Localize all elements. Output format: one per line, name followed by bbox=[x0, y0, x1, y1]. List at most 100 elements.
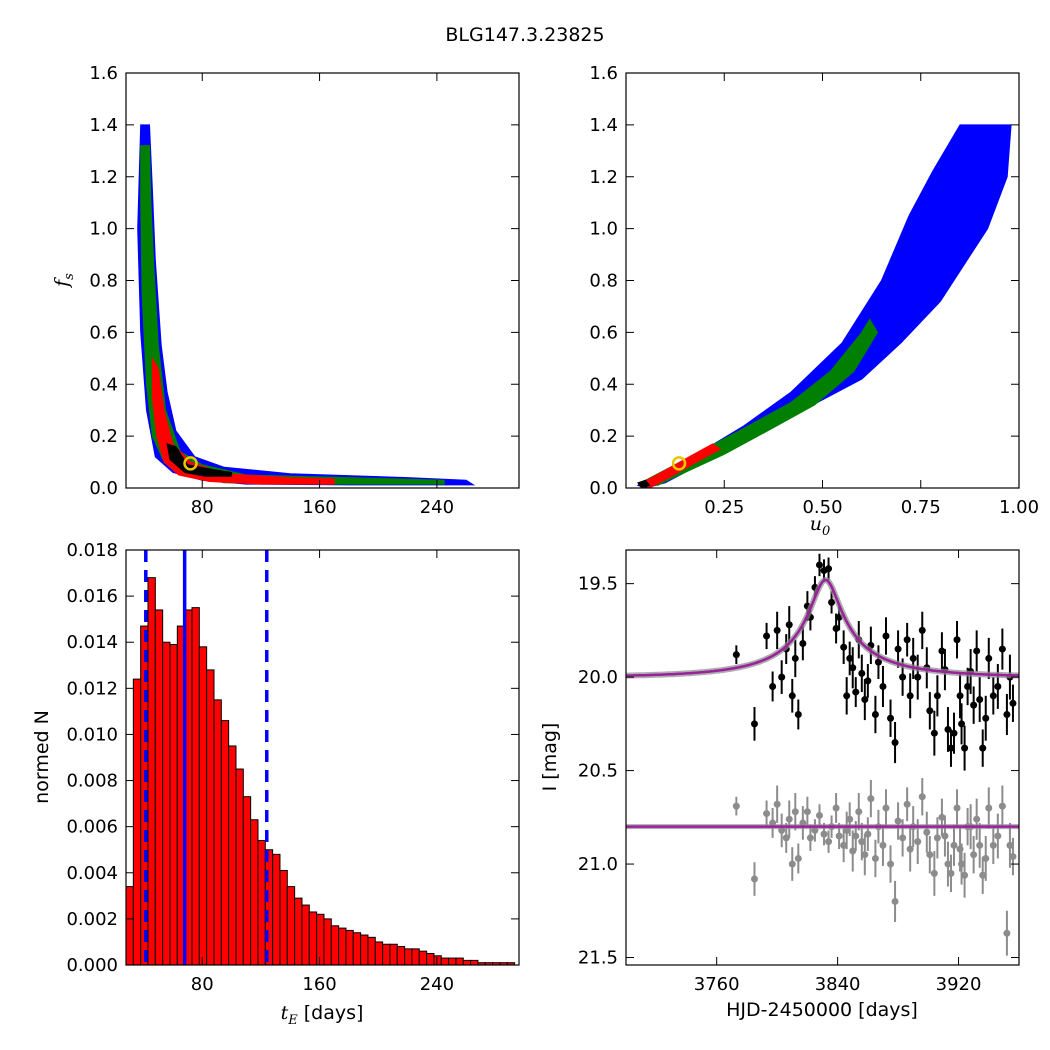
x-tick-label: 80 bbox=[191, 974, 214, 995]
y-tick-label: 0.2 bbox=[589, 426, 618, 447]
data-point bbox=[953, 636, 961, 644]
y-tick-label: 20.5 bbox=[578, 761, 618, 782]
x-tick-label: 3840 bbox=[815, 974, 861, 995]
histogram-bar bbox=[323, 918, 332, 966]
histogram-bar bbox=[330, 925, 340, 966]
data-point bbox=[891, 739, 899, 747]
histogram-bar bbox=[132, 678, 142, 966]
data-point bbox=[982, 854, 990, 862]
data-point bbox=[891, 897, 899, 905]
histogram-bar bbox=[345, 929, 354, 966]
histogram-bar bbox=[367, 936, 376, 966]
data-point bbox=[849, 847, 857, 855]
data-point bbox=[785, 621, 793, 629]
data-point bbox=[918, 793, 926, 801]
y-tick-label: 0.2 bbox=[89, 426, 118, 447]
data-point bbox=[864, 830, 872, 838]
y-tick-label: 0.000 bbox=[66, 955, 118, 976]
y-tick-label: 0.4 bbox=[89, 374, 118, 395]
data-series bbox=[732, 553, 1017, 771]
histogram-bar bbox=[338, 927, 347, 966]
data-point bbox=[989, 841, 997, 849]
y-axis-label: normed N bbox=[31, 710, 53, 804]
histogram-bar bbox=[242, 796, 252, 966]
y-axis-label: fs bbox=[51, 273, 77, 289]
data-point bbox=[899, 673, 907, 681]
y-tick-label: 1.6 bbox=[89, 63, 118, 84]
histogram-bar bbox=[374, 941, 384, 966]
histogram-bar bbox=[250, 819, 259, 966]
histogram-bar bbox=[316, 913, 325, 966]
histogram-bar bbox=[470, 959, 479, 966]
histogram-bar bbox=[301, 904, 310, 966]
x-tick-label: 80 bbox=[191, 497, 214, 518]
data-point bbox=[782, 834, 790, 842]
data-point bbox=[763, 810, 771, 818]
y-tick-label: 1.4 bbox=[89, 115, 118, 136]
plot-area bbox=[626, 553, 1019, 956]
data-point bbox=[994, 682, 1002, 690]
data-point bbox=[852, 832, 860, 840]
axes-frame bbox=[125, 72, 520, 489]
data-point bbox=[832, 625, 840, 633]
histogram-bar bbox=[433, 955, 442, 966]
histogram-bar bbox=[382, 943, 391, 966]
data-point bbox=[958, 860, 966, 868]
data-point bbox=[788, 860, 796, 868]
y-tick-label: 0.0 bbox=[589, 478, 618, 499]
y-tick-label: 0.010 bbox=[66, 724, 118, 745]
histogram-bar bbox=[308, 911, 318, 966]
data-point bbox=[906, 692, 914, 700]
data-point bbox=[879, 682, 887, 690]
data-point bbox=[887, 714, 895, 722]
x-tick-label: 3920 bbox=[936, 974, 982, 995]
data-point bbox=[918, 626, 926, 634]
data-point bbox=[788, 692, 796, 700]
x-tick-label: 240 bbox=[420, 974, 454, 995]
data-point bbox=[1003, 711, 1011, 719]
data-point bbox=[926, 851, 934, 859]
y-tick-label: 0.0 bbox=[89, 478, 118, 499]
region-inner bbox=[151, 356, 335, 485]
x-tick-label: 240 bbox=[420, 497, 454, 518]
histogram-bar bbox=[455, 957, 464, 966]
y-tick-label: 0.6 bbox=[89, 322, 118, 343]
residual-series bbox=[732, 778, 1017, 956]
histogram-bar bbox=[198, 646, 208, 966]
data-point bbox=[989, 692, 997, 700]
figure-title: BLG147.3.23825 bbox=[445, 24, 604, 46]
data-point bbox=[835, 832, 843, 840]
y-tick-label: 0.014 bbox=[66, 632, 118, 653]
data-point bbox=[894, 645, 902, 653]
data-point bbox=[926, 707, 934, 715]
data-point bbox=[956, 692, 964, 700]
data-point bbox=[944, 725, 952, 733]
data-point bbox=[815, 561, 823, 569]
histogram-bar bbox=[352, 932, 362, 966]
panel-te-fs: 80 160 240 0.0 0.2 0.4 0.6 0.8 1.0 1.2 1.4 1.6 fs bbox=[51, 63, 520, 518]
y-tick-label: 0.8 bbox=[589, 271, 618, 292]
data-point bbox=[773, 626, 781, 634]
y-tick-label: 0.8 bbox=[89, 271, 118, 292]
data-point bbox=[923, 828, 931, 836]
data-point bbox=[947, 744, 955, 752]
data-point bbox=[750, 875, 758, 883]
data-point bbox=[820, 830, 828, 838]
data-point bbox=[979, 744, 987, 752]
data-point bbox=[1009, 853, 1017, 861]
data-point bbox=[941, 832, 949, 840]
data-point bbox=[882, 632, 890, 640]
data-point bbox=[982, 714, 990, 722]
data-point bbox=[950, 841, 958, 849]
data-point bbox=[933, 692, 941, 700]
data-point bbox=[976, 696, 984, 704]
y-tick-label: 0.004 bbox=[66, 863, 118, 884]
histogram-bar bbox=[426, 952, 435, 966]
histogram-bar bbox=[418, 950, 428, 966]
histogram-bar bbox=[264, 849, 274, 966]
data-point bbox=[1003, 929, 1011, 937]
data-point bbox=[894, 817, 902, 825]
data-point bbox=[846, 815, 854, 823]
data-point bbox=[958, 720, 966, 728]
axes-frame bbox=[625, 549, 1020, 966]
